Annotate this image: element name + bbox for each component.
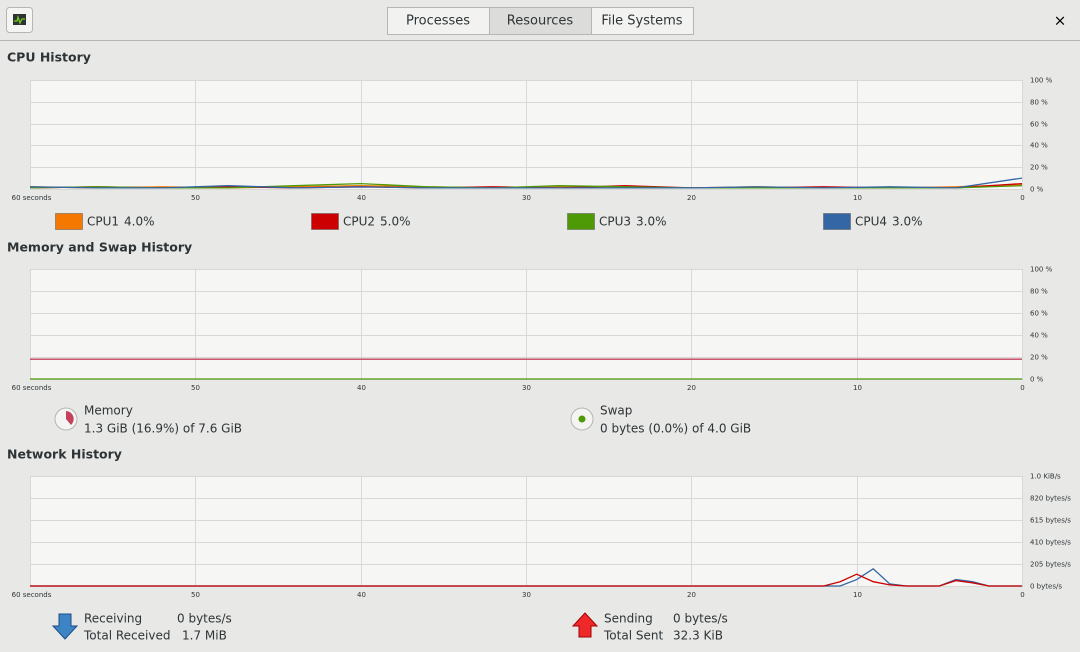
tab[interactable] — [489, 7, 592, 35]
y-tick-label: 0 bytes/s — [1030, 583, 1062, 591]
y-tick-label: 60 % — [1030, 310, 1048, 318]
app-icon — [13, 14, 26, 25]
y-tick-label: 100 % — [1030, 77, 1053, 85]
x-tick-label: 50 — [191, 591, 200, 599]
legend-detail: 0 bytes (0.0%) of 4.0 GiB — [600, 422, 751, 436]
legend-value: 5.0% — [380, 215, 411, 229]
x-tick-label: 20 — [687, 384, 696, 392]
section-title: CPU History — [7, 50, 91, 65]
x-tick-label: 60 seconds — [12, 591, 52, 599]
receiving-arrow — [51, 613, 79, 640]
legend-rate: 0 bytes/s — [177, 612, 232, 626]
x-tick-label: 10 — [853, 194, 862, 202]
section-title: Memory and Swap History — [7, 240, 192, 255]
y-tick-label: 60 % — [1030, 121, 1048, 129]
x-tick-label: 20 — [687, 591, 696, 599]
legend-name: Receiving — [84, 612, 142, 626]
swap-icon-dot — [578, 415, 586, 423]
y-tick-label: 40 % — [1030, 332, 1048, 340]
x-tick-label: 30 — [522, 384, 531, 392]
close-button[interactable]: × — [1054, 12, 1067, 30]
legend-value: 4.0% — [124, 215, 155, 229]
y-tick-label: 100 % — [1030, 266, 1053, 274]
y-tick-label: 20 % — [1030, 164, 1048, 172]
tab-label: File Systems — [601, 14, 682, 29]
legend-total-label: Total Received — [83, 629, 170, 643]
legend-swatch[interactable] — [567, 213, 595, 230]
y-tick-label: 820 bytes/s — [1030, 495, 1071, 503]
legend-total: 32.3 KiB — [673, 629, 723, 643]
x-tick-label: 0 — [1020, 384, 1024, 392]
y-tick-label: 205 bytes/s — [1030, 561, 1071, 569]
app-icon-trace — [14, 14, 25, 25]
legend-name: Memory — [84, 404, 133, 418]
y-tick-label: 1.0 KiB/s — [1030, 473, 1061, 481]
x-tick-label: 20 — [687, 194, 696, 202]
y-tick-label: 20 % — [1030, 354, 1048, 362]
legend-value: 3.0% — [892, 215, 923, 229]
legend-name: Sending — [604, 612, 653, 626]
x-tick-label: 40 — [357, 591, 366, 599]
legend-name: CPU2 — [343, 215, 375, 229]
x-tick-label: 60 seconds — [12, 384, 52, 392]
x-tick-label: 0 — [1020, 194, 1024, 202]
legend-swatch[interactable] — [823, 213, 851, 230]
y-tick-label: 80 % — [1030, 99, 1048, 107]
y-tick-label: 40 % — [1030, 142, 1048, 150]
legend-total: 1.7 MiB — [182, 629, 227, 643]
legend-value: 3.0% — [636, 215, 667, 229]
tab[interactable] — [387, 7, 490, 35]
legend-name: Swap — [600, 404, 632, 418]
x-tick-label: 50 — [191, 384, 200, 392]
memory-icon-pie — [66, 411, 74, 425]
x-tick-label: 40 — [357, 194, 366, 202]
series-line — [30, 573, 1022, 587]
y-tick-label: 615 bytes/s — [1030, 517, 1071, 525]
x-tick-label: 40 — [357, 384, 366, 392]
legend-swatch[interactable] — [55, 213, 83, 230]
legend-swatch[interactable] — [311, 213, 339, 230]
tab[interactable] — [591, 7, 694, 35]
x-tick-label: 10 — [853, 591, 862, 599]
legend-name: CPU1 — [87, 215, 119, 229]
tab-label: Processes — [406, 14, 470, 29]
tab-label: Resources — [507, 14, 574, 29]
y-tick-label: 0 % — [1030, 186, 1044, 194]
x-tick-label: 50 — [191, 194, 200, 202]
y-tick-label: 410 bytes/s — [1030, 539, 1071, 547]
legend-rate: 0 bytes/s — [673, 612, 728, 626]
x-tick-label: 0 — [1020, 591, 1024, 599]
x-tick-label: 30 — [522, 591, 531, 599]
section-title: Network History — [7, 447, 122, 462]
legend-detail: 1.3 GiB (16.9%) of 7.6 GiB — [84, 422, 242, 436]
legend-name: CPU4 — [855, 215, 887, 229]
y-tick-label: 80 % — [1030, 288, 1048, 296]
legend-total-label: Total Sent — [603, 629, 663, 643]
series-line — [29, 177, 1023, 189]
x-tick-label: 60 seconds — [12, 194, 52, 202]
y-tick-label: 0 % — [1030, 376, 1044, 384]
x-tick-label: 30 — [522, 194, 531, 202]
legend-name: CPU3 — [599, 215, 631, 229]
x-tick-label: 10 — [853, 384, 862, 392]
sending-arrow — [571, 612, 599, 638]
